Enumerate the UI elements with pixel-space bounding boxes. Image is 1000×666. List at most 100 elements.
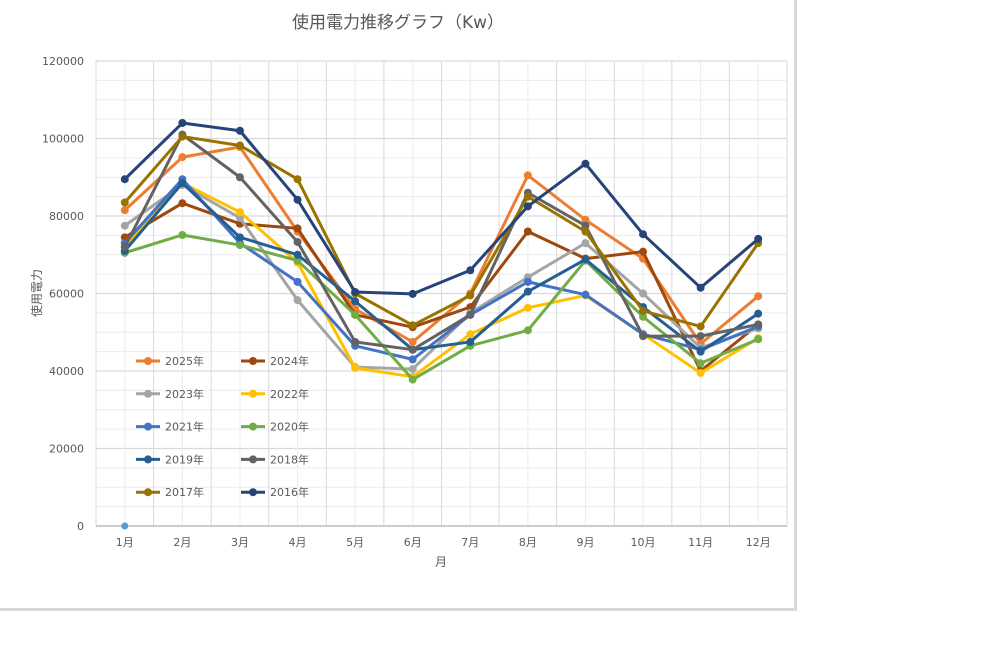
legend-item: 2018年 <box>241 452 309 466</box>
data-point <box>293 224 302 233</box>
y-tick-label: 80000 <box>49 210 84 223</box>
data-point <box>121 522 129 530</box>
x-tick-label: 9月 <box>576 536 594 549</box>
gridlines <box>95 60 788 527</box>
data-point <box>581 221 590 230</box>
data-point <box>581 215 590 224</box>
data-point <box>351 310 360 319</box>
x-tick-label: 3月 <box>231 536 249 549</box>
data-point <box>351 297 360 306</box>
data-point <box>293 296 302 305</box>
x-tick-label: 7月 <box>461 536 479 549</box>
legend-label: 2021年 <box>165 420 204 434</box>
data-point <box>523 171 532 180</box>
legend-item: 2019年 <box>136 452 204 466</box>
data-point <box>235 141 244 150</box>
data-point <box>696 283 705 292</box>
data-point <box>178 119 187 127</box>
legend-marker <box>249 488 257 497</box>
data-point <box>235 208 244 217</box>
legend-marker <box>249 422 257 431</box>
data-point <box>696 322 705 331</box>
data-point <box>639 306 648 315</box>
legend-label: 2023年 <box>165 387 204 401</box>
data-point <box>235 241 244 250</box>
legend-item: 2024年 <box>241 354 309 368</box>
legend-item: 2017年 <box>136 485 204 499</box>
legend-item: 2023年 <box>136 387 204 401</box>
data-point <box>696 332 705 341</box>
y-tick-label: 0 <box>77 520 84 533</box>
x-tick-label: 8月 <box>519 536 537 549</box>
legend-marker <box>144 422 152 431</box>
series-line <box>123 121 760 296</box>
legend-label: 2025年 <box>165 354 204 368</box>
x-tick-label: 11月 <box>688 536 713 549</box>
data-point <box>178 179 187 188</box>
data-point <box>696 368 705 377</box>
data-point <box>523 277 532 286</box>
legend-item: 2020年 <box>241 420 309 434</box>
data-point <box>178 230 187 239</box>
legend-item: 2016年 <box>241 485 309 499</box>
series-line <box>123 181 759 379</box>
legend-item: 2021年 <box>136 420 204 434</box>
data-point <box>293 256 302 265</box>
data-point <box>754 335 763 344</box>
series-2016年 <box>120 119 763 298</box>
data-point <box>120 243 129 251</box>
data-point <box>235 126 244 135</box>
data-point <box>523 287 532 296</box>
data-point <box>293 195 302 204</box>
x-tick-label: 5月 <box>346 536 364 549</box>
data-point <box>639 332 648 341</box>
legend-item: 2025年 <box>136 354 204 368</box>
data-point <box>523 227 532 236</box>
data-point <box>293 250 302 259</box>
data-point <box>466 337 475 346</box>
legend: 2025年 2024年 2023年 2022年 2021年 2020年 2019年 2018年… <box>136 354 309 499</box>
x-tick-label: 1月 <box>116 536 134 549</box>
x-axis-ticks: 1月 2月 3月 4月 5月 6月 7月 8月 9月 10月 11月 12月 <box>116 536 771 549</box>
data-point <box>351 363 360 372</box>
x-tick-label: 4月 <box>289 536 307 549</box>
data-point <box>696 347 705 356</box>
legend-marker <box>144 455 152 464</box>
data-point <box>754 234 763 243</box>
data-point <box>178 153 187 162</box>
data-point <box>408 345 417 354</box>
x-tick-label: 10月 <box>631 536 656 549</box>
data-point <box>408 321 417 330</box>
legend-label: 2020年 <box>270 420 309 434</box>
legend-marker <box>249 357 257 365</box>
data-point <box>178 199 187 208</box>
data-point <box>581 255 590 264</box>
y-tick-label: 100000 <box>42 133 84 146</box>
data-point <box>754 320 763 329</box>
data-point <box>293 175 302 184</box>
data-point <box>581 227 590 236</box>
data-point <box>754 309 763 318</box>
data-point <box>466 266 475 275</box>
data-point <box>235 233 244 242</box>
y-tick-label: 60000 <box>49 288 84 301</box>
data-point <box>523 326 532 335</box>
data-point <box>466 330 475 339</box>
legend-label: 2018年 <box>270 452 309 466</box>
legend-marker <box>144 488 152 497</box>
series-line <box>123 183 759 371</box>
data-point <box>523 202 532 211</box>
legend-marker <box>249 455 257 464</box>
legend-label: 2024年 <box>270 354 309 368</box>
data-point <box>293 277 302 286</box>
data-point <box>523 303 532 312</box>
data-point <box>639 312 648 321</box>
y-tick-label: 20000 <box>49 443 84 456</box>
chart-title: 使用電力推移グラフ（Kw） <box>292 12 504 33</box>
data-point <box>235 213 244 222</box>
y-axis-ticks: 0 20000 40000 60000 80000 100000 120000 <box>42 55 84 533</box>
legend-label: 2017年 <box>165 485 204 499</box>
data-point <box>581 239 590 248</box>
x-tick-label: 12月 <box>746 536 771 549</box>
